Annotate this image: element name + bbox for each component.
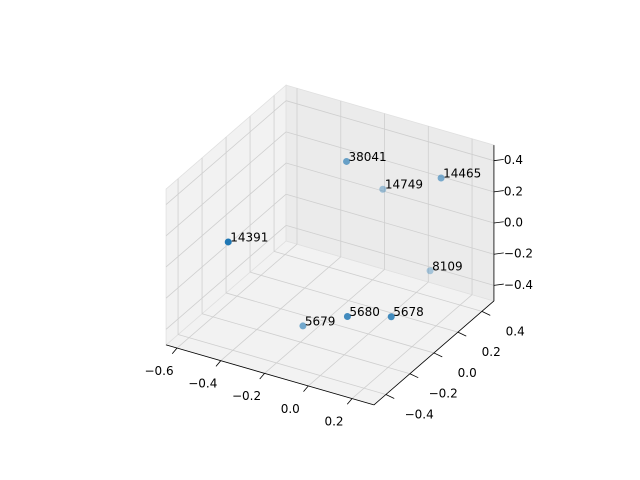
x-axis-line bbox=[165, 344, 375, 406]
grid-line bbox=[249, 271, 459, 333]
point bbox=[387, 313, 395, 321]
y-tick-label: −0.4 bbox=[405, 408, 434, 422]
x-tick-label: −0.6 bbox=[144, 364, 173, 378]
grid-line bbox=[165, 100, 287, 205]
point bbox=[343, 313, 351, 321]
tick-mark bbox=[409, 373, 419, 379]
point-label: 14391 bbox=[230, 230, 268, 244]
tick-mark bbox=[171, 347, 178, 355]
point bbox=[426, 267, 434, 275]
point-label: 14749 bbox=[385, 178, 423, 192]
tick-mark bbox=[457, 331, 467, 337]
point-label: 8109 bbox=[432, 259, 463, 273]
x-tick-label: 0.2 bbox=[324, 414, 343, 428]
tick-mark bbox=[385, 394, 395, 399]
point-label: 5680 bbox=[349, 305, 380, 319]
z-tick-label: 0.4 bbox=[504, 153, 523, 167]
grid-line bbox=[177, 334, 387, 395]
point-label: 5679 bbox=[305, 314, 336, 328]
tick-mark bbox=[259, 373, 265, 380]
x-tick-label: −0.2 bbox=[232, 389, 261, 403]
tick-mark bbox=[433, 352, 443, 358]
z-tick-label: −0.4 bbox=[504, 278, 533, 292]
point-label: 14465 bbox=[443, 166, 481, 180]
point-label: 38041 bbox=[349, 150, 387, 164]
tick-mark bbox=[346, 398, 353, 405]
grid-line bbox=[273, 250, 483, 312]
y-tick-label: 0.2 bbox=[482, 345, 501, 359]
point bbox=[343, 157, 351, 165]
tick-mark bbox=[481, 311, 491, 316]
z-tick-label: 0.2 bbox=[504, 184, 523, 198]
grid-line bbox=[201, 313, 411, 375]
grid-line bbox=[165, 225, 287, 330]
grid-line bbox=[165, 131, 287, 237]
tick-mark bbox=[493, 221, 504, 224]
tick-mark bbox=[493, 158, 504, 162]
tick-mark bbox=[303, 385, 309, 392]
x-tick-label: −0.4 bbox=[188, 377, 217, 391]
grid-line bbox=[285, 131, 495, 193]
y-tick-label: −0.2 bbox=[429, 387, 458, 401]
y-tick-label: 0.4 bbox=[506, 324, 525, 338]
point-label: 5678 bbox=[393, 305, 424, 319]
z-tick-label: 0.0 bbox=[504, 216, 523, 230]
grid-line bbox=[285, 162, 495, 224]
x-tick-label: 0.0 bbox=[281, 402, 300, 416]
tick-mark bbox=[493, 190, 504, 193]
tick-mark bbox=[493, 252, 504, 255]
grid-line bbox=[225, 292, 435, 354]
tick-mark bbox=[215, 360, 222, 367]
grid-line bbox=[285, 225, 495, 286]
y-axis-line bbox=[373, 300, 495, 406]
point bbox=[437, 174, 445, 182]
grid-line bbox=[285, 100, 495, 162]
grid-line bbox=[165, 162, 287, 268]
y-tick-label: 0.0 bbox=[458, 366, 477, 380]
grid-line bbox=[285, 193, 495, 255]
point bbox=[224, 238, 232, 246]
point bbox=[299, 322, 307, 330]
grid-line bbox=[165, 193, 287, 299]
z-tick-label: −0.2 bbox=[504, 247, 533, 261]
point bbox=[379, 185, 387, 193]
tick-mark bbox=[493, 283, 504, 286]
